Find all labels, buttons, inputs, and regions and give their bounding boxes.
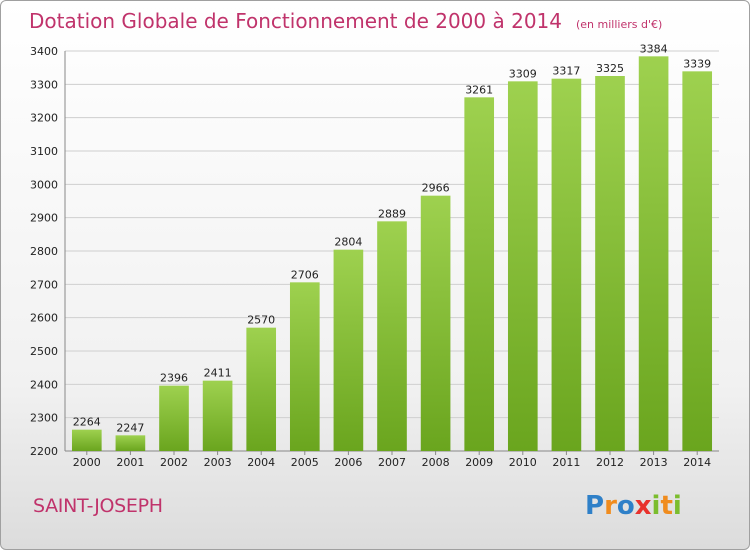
bar [333,249,364,451]
bar [551,78,582,452]
logo-letter: x [634,491,652,521]
bar [289,282,320,451]
x-tick-label: 2011 [552,456,580,469]
logo-letter: i [672,491,682,521]
bar [202,380,233,451]
x-tick-label: 2006 [334,456,362,469]
y-tick-label: 2700 [30,278,58,291]
x-tick-label: 2005 [291,456,319,469]
x-tick-label: 2014 [683,456,711,469]
bar-value-label: 2966 [422,182,450,195]
y-tick-label: 2300 [30,412,58,425]
bar-value-label: 3309 [509,67,537,80]
bar [682,71,713,451]
y-tick-label: 2500 [30,345,58,358]
x-tick-label: 2004 [247,456,275,469]
bar-value-label: 2264 [73,416,101,429]
x-tick-label: 2007 [378,456,406,469]
place-name: SAINT-JOSEPH [33,495,163,517]
bar-value-label: 2804 [334,236,362,249]
x-tick-label: 2002 [160,456,188,469]
bar-value-label: 2396 [160,372,188,385]
x-tick-label: 2001 [116,456,144,469]
logo-letter: t [660,491,673,521]
bar-value-label: 3317 [552,65,580,78]
bar-value-label: 3261 [465,83,493,96]
x-tick-label: 2000 [73,456,101,469]
bar [507,81,538,451]
bar [420,195,451,451]
bar-value-label: 2247 [116,421,144,434]
y-tick-label: 2800 [30,245,58,258]
bar [638,56,669,451]
bar [246,327,277,451]
bar-value-label: 2889 [378,207,406,220]
bar-value-label: 2570 [247,314,275,327]
x-tick-label: 2003 [204,456,232,469]
logo-letter: P [585,491,605,521]
bar [464,97,495,451]
x-tick-label: 2008 [422,456,450,469]
bar-value-label: 3325 [596,62,624,75]
y-tick-label: 3400 [30,45,58,58]
bar [159,385,189,451]
bar-value-label: 3339 [683,57,711,70]
logo-letter: o [616,491,635,521]
y-tick-label: 2200 [30,445,58,458]
bar-value-label: 2411 [204,367,232,380]
bar [377,221,407,451]
x-tick-label: 2010 [509,456,537,469]
logo-letter: i [651,491,661,521]
y-tick-label: 2400 [30,378,58,391]
y-tick-label: 3000 [30,178,58,191]
y-tick-label: 2900 [30,212,58,225]
bar-value-label: 3384 [640,42,668,55]
chart-title: Dotation Globale de Fonctionnement de 20… [29,9,562,33]
x-tick-label: 2012 [596,456,624,469]
bar [595,76,625,451]
y-tick-label: 3300 [30,78,58,91]
chart-unit-note: (en milliers d'€) [576,18,663,31]
bar-value-label: 2706 [291,268,319,281]
y-tick-label: 3200 [30,112,58,125]
proxiti-logo: Proxiti [585,491,682,521]
y-tick-label: 2600 [30,312,58,325]
chart-title-block: Dotation Globale de Fonctionnement de 20… [29,9,662,33]
x-tick-label: 2009 [465,456,493,469]
bar [71,429,102,451]
bar [115,435,146,451]
logo-letter: r [604,491,617,521]
y-tick-label: 3100 [30,145,58,158]
x-tick-label: 2013 [640,456,668,469]
